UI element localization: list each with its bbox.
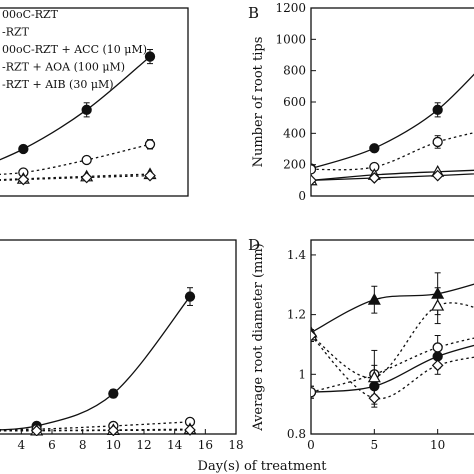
panel-b-ytick-label: 1200 <box>275 1 306 15</box>
panel-a-series-2-line <box>0 173 151 181</box>
panel-d-ytick-label: 1.4 <box>287 248 306 262</box>
panel-c-series-1-line <box>0 421 191 431</box>
panel-d-xtick-label: 5 <box>371 438 379 452</box>
panel-b-series-1-point <box>432 136 443 148</box>
panel-c-series-0-line <box>0 296 191 431</box>
legend-label: 00oC-RZT <box>2 8 59 21</box>
panel-c-xtick-label: 18 <box>228 438 243 452</box>
panel-d-series-1-line <box>311 344 474 393</box>
panel-b-ytick-label: 400 <box>283 126 306 140</box>
panel-a-frame <box>0 7 189 197</box>
panel-b-series-3-line <box>311 173 474 181</box>
panel-c-xtick-label: 4 <box>18 438 26 452</box>
panel-a-series-3-line <box>0 174 151 182</box>
panel-d-series-2-line <box>311 337 474 393</box>
panel-a <box>0 7 189 197</box>
panel-b-series-3-point <box>311 174 317 187</box>
panel-d-series-2-point <box>432 342 443 353</box>
panel-a-series-0-point <box>81 104 92 115</box>
legend-label: -RZT + AIB (30 μM) <box>2 78 114 91</box>
panel-a-series-0-point <box>18 143 29 155</box>
panel-label-d: D <box>248 236 260 254</box>
legend-label: -RZT <box>2 26 30 39</box>
panel-d-series-0-line <box>311 283 474 334</box>
panel-d-series-4-point <box>368 392 381 405</box>
panel-b-series-1-line <box>311 132 474 171</box>
panel-b-series-0-line <box>311 73 474 170</box>
panel-a-series-1-point <box>144 139 156 150</box>
panel-d-ytick-label: 1 <box>298 367 306 381</box>
panel-c-xtick-label: 8 <box>79 438 87 452</box>
panel-b-series-3-point <box>368 172 381 184</box>
panel-b-ytick-label: 1000 <box>275 32 306 46</box>
panel-c-series-3-point <box>107 424 120 436</box>
panel-b-ylabel: Number of root tips <box>251 37 266 168</box>
panel-d-ylabel: Average root diameter (mm) <box>251 243 266 432</box>
panel-d-series-3-point <box>367 370 381 383</box>
panel-c-series-0-point <box>108 388 119 399</box>
panel-d-xtick-label: 0 <box>307 438 315 452</box>
panel-b-ytick-label: 600 <box>283 95 306 109</box>
panel-d-ytick-label: 0.8 <box>287 427 306 441</box>
panel-c-frame <box>0 239 237 435</box>
panel-a-series-3-point <box>144 169 156 182</box>
panel-d-series-4-point <box>311 329 317 342</box>
panel-a-series-0-point <box>144 51 156 62</box>
panel-c-xtick-label: 10 <box>106 438 121 452</box>
panel-d-series-3-line <box>311 302 474 379</box>
panel-d-ytick-label: 1.2 <box>287 308 306 322</box>
panel-b-series-2-line <box>311 169 474 181</box>
panel-a-series-1-line <box>0 143 151 175</box>
panel-b-series-0-point <box>369 143 380 154</box>
panel-c-series-3-point <box>30 424 43 436</box>
panel-c-series-3-point <box>184 424 196 436</box>
panel-b-series-1-point <box>311 164 317 175</box>
panel-b-ytick-label: 200 <box>283 158 306 172</box>
panel-b-ytick-label: 800 <box>283 64 306 78</box>
legend-label: 00oC-RZT + ACC (10 μM) <box>2 43 147 56</box>
panel-b-ytick-label: 0 <box>298 189 306 203</box>
panel-c-xtick-label: 16 <box>198 438 213 452</box>
panel-c-xtick-label: 14 <box>167 438 183 452</box>
panel-a-series-3-point <box>17 173 30 186</box>
x-axis-label: Day(s) of treatment <box>198 459 328 474</box>
panel-d-series-4-line <box>311 335 474 400</box>
panels: 0 200 400 600 800 1000 1200 Number of root tips… <box>0 1 474 452</box>
panel-a-series-1-point <box>81 154 92 166</box>
panel-c-series-0-point <box>184 291 196 302</box>
panel-c-xtick-label: 6 <box>48 438 56 452</box>
legend: 00oC-RZT -RZT 00oC-RZT + ACC (10 μM) -RZT +… <box>2 8 147 91</box>
panel-d-frame <box>310 239 474 435</box>
panel-d-data <box>311 272 474 408</box>
legend-label: -RZT + AOA (100 μM) <box>2 61 125 74</box>
panel-b-data <box>311 73 474 187</box>
panel-b: 0 200 400 600 800 1000 1200 Number of root tips <box>251 1 474 203</box>
panel-label-b: B <box>248 4 259 22</box>
panel-b-frame <box>310 7 474 197</box>
panel-a-data <box>0 49 157 186</box>
panel-b-series-0-point <box>432 104 443 115</box>
panel-d-series-2-point <box>311 387 317 398</box>
panel-d-xtick-label: 10 <box>430 438 445 452</box>
panel-c: 4 6 8 10 12 14 16 18 <box>0 239 244 452</box>
panel-d-series-4-point <box>431 359 444 372</box>
panel-c-xtick-label: 12 <box>136 438 151 452</box>
panel-a-series-0-line <box>0 56 151 161</box>
panel-d: 0.8 1 1.2 1.4 0 5 10 Average root diameter (mm) <box>251 239 474 452</box>
panel-d-series-0-point <box>367 292 381 305</box>
panel-b-series-3-point <box>431 169 444 182</box>
panel-c-data <box>0 287 197 436</box>
panel-a-series-3-point <box>80 171 93 184</box>
panel-d-series-3-point <box>431 298 445 311</box>
